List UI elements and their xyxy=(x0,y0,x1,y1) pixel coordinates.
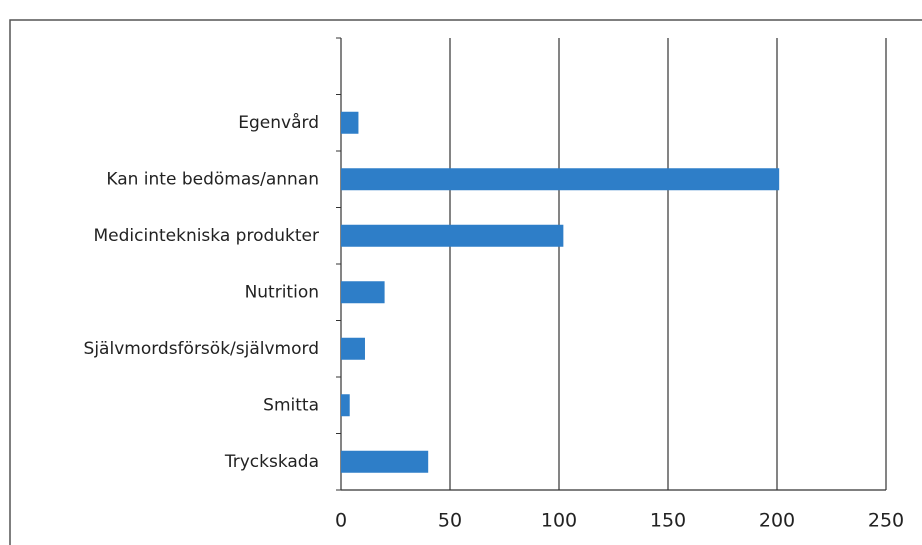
y-tick-label: Kan inte bedömas/annan xyxy=(106,169,319,189)
y-tick-label: Tryckskada xyxy=(224,452,319,472)
x-tick-label: 200 xyxy=(759,510,795,532)
x-tick-label: 250 xyxy=(868,510,904,532)
y-tick-label: Medicintekniska produkter xyxy=(93,226,319,246)
bar xyxy=(341,281,385,304)
y-tick-label: Smitta xyxy=(263,395,319,415)
y-tick-label: Självmordsförsök/självmord xyxy=(84,339,319,359)
bar xyxy=(341,450,429,473)
bar xyxy=(341,111,359,134)
bar xyxy=(341,394,350,417)
x-tick-label: 0 xyxy=(335,510,347,532)
y-tick-label: Egenvård xyxy=(238,112,319,133)
x-tick-label: 150 xyxy=(650,510,686,532)
y-tick-label: Nutrition xyxy=(245,282,319,302)
frame xyxy=(9,19,922,545)
bar xyxy=(341,337,365,360)
x-tick-label: 50 xyxy=(438,510,462,532)
bar xyxy=(341,224,564,247)
bar xyxy=(341,168,780,191)
x-tick-label: 100 xyxy=(541,510,577,532)
